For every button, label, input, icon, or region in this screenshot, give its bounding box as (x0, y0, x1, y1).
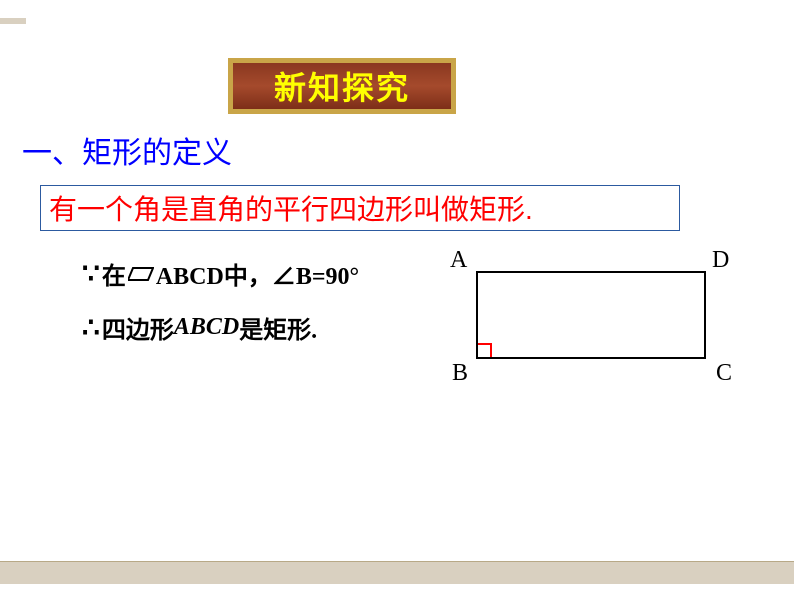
bottom-bar (0, 562, 794, 584)
because-symbol: ∵ (82, 257, 100, 291)
parallelogram-icon (128, 267, 154, 281)
proof-text-2a: 四边形 (102, 310, 174, 345)
proof-abcd-italic: ABCD (174, 314, 239, 341)
top-accent-bar (0, 18, 26, 24)
proof-text-1a: 在 (102, 256, 126, 291)
proof-text-1b: ABCD中，∠B=90° (156, 256, 359, 291)
therefore-symbol: ∴ (82, 311, 100, 345)
definition-box: 有一个角是直角的平行四边形叫做矩形. (40, 185, 680, 231)
vertex-label-A: A (450, 247, 467, 274)
title-text: 新知探究 (274, 63, 410, 109)
proof-line-1: ∵ 在 ABCD中，∠B=90° (82, 256, 359, 291)
vertex-label-C: C (716, 360, 732, 387)
vertex-label-B: B (452, 360, 468, 387)
vertex-label-D: D (712, 247, 729, 274)
proof-text-2b: 是矩形. (239, 310, 317, 345)
right-angle-marker (478, 343, 492, 357)
rectangle-diagram: A D B C (448, 255, 748, 390)
title-box: 新知探究 (228, 58, 456, 114)
rectangle-shape (476, 271, 706, 359)
section-heading: 一、矩形的定义 (22, 128, 232, 172)
definition-text: 有一个角是直角的平行四边形叫做矩形. (49, 188, 533, 228)
proof-line-2: ∴ 四边形 ABCD 是矩形. (82, 310, 317, 345)
